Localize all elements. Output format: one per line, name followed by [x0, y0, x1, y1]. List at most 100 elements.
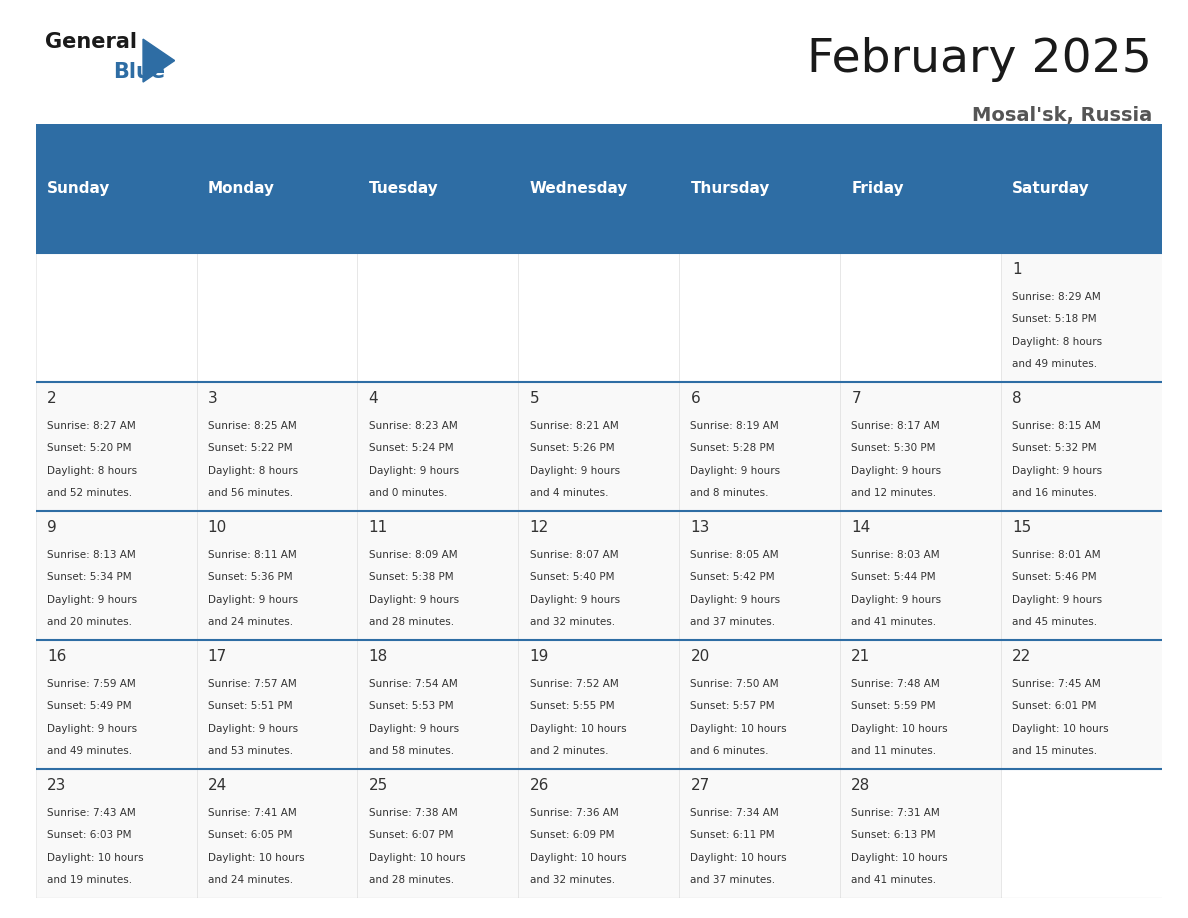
Text: 3: 3	[208, 391, 217, 406]
Text: Sunset: 5:20 PM: Sunset: 5:20 PM	[46, 443, 132, 453]
FancyBboxPatch shape	[840, 252, 1001, 382]
FancyBboxPatch shape	[518, 252, 680, 382]
Text: Sunrise: 8:25 AM: Sunrise: 8:25 AM	[208, 420, 297, 431]
FancyBboxPatch shape	[196, 252, 358, 382]
FancyBboxPatch shape	[36, 124, 196, 252]
Text: Sunrise: 8:01 AM: Sunrise: 8:01 AM	[1012, 550, 1101, 560]
Text: General: General	[45, 32, 137, 52]
Text: Sunrise: 7:59 AM: Sunrise: 7:59 AM	[46, 678, 135, 688]
Text: Daylight: 10 hours: Daylight: 10 hours	[852, 723, 948, 733]
Text: Monday: Monday	[208, 181, 274, 196]
FancyBboxPatch shape	[518, 640, 680, 769]
Text: Sunrise: 7:43 AM: Sunrise: 7:43 AM	[46, 808, 135, 818]
FancyBboxPatch shape	[36, 252, 196, 382]
FancyBboxPatch shape	[358, 510, 518, 640]
Text: Sunrise: 7:50 AM: Sunrise: 7:50 AM	[690, 678, 779, 688]
Text: 17: 17	[208, 649, 227, 664]
Text: Daylight: 9 hours: Daylight: 9 hours	[690, 595, 781, 605]
Text: Sunset: 5:40 PM: Sunset: 5:40 PM	[530, 572, 614, 582]
FancyBboxPatch shape	[358, 382, 518, 510]
Text: Sunset: 5:24 PM: Sunset: 5:24 PM	[368, 443, 454, 453]
Text: Friday: Friday	[852, 181, 904, 196]
Text: 10: 10	[208, 520, 227, 535]
Text: Daylight: 9 hours: Daylight: 9 hours	[852, 595, 941, 605]
Text: Daylight: 9 hours: Daylight: 9 hours	[368, 595, 459, 605]
Text: and 49 minutes.: and 49 minutes.	[1012, 359, 1098, 369]
FancyBboxPatch shape	[196, 640, 358, 769]
Text: Daylight: 9 hours: Daylight: 9 hours	[1012, 465, 1102, 476]
Text: Sunset: 5:36 PM: Sunset: 5:36 PM	[208, 572, 292, 582]
FancyBboxPatch shape	[196, 510, 358, 640]
Text: Sunset: 6:13 PM: Sunset: 6:13 PM	[852, 830, 936, 840]
Text: Sunrise: 8:09 AM: Sunrise: 8:09 AM	[368, 550, 457, 560]
Text: Sunrise: 7:45 AM: Sunrise: 7:45 AM	[1012, 678, 1101, 688]
Text: and 41 minutes.: and 41 minutes.	[852, 617, 936, 627]
Text: and 58 minutes.: and 58 minutes.	[368, 746, 454, 756]
Text: 9: 9	[46, 520, 57, 535]
Text: Sunday: Sunday	[46, 181, 110, 196]
FancyBboxPatch shape	[680, 124, 840, 252]
Text: Sunrise: 8:27 AM: Sunrise: 8:27 AM	[46, 420, 135, 431]
Text: Sunset: 5:51 PM: Sunset: 5:51 PM	[208, 701, 292, 711]
Text: Sunset: 6:01 PM: Sunset: 6:01 PM	[1012, 701, 1097, 711]
Text: Sunrise: 8:19 AM: Sunrise: 8:19 AM	[690, 420, 779, 431]
Text: Sunset: 5:55 PM: Sunset: 5:55 PM	[530, 701, 614, 711]
Text: Sunrise: 8:13 AM: Sunrise: 8:13 AM	[46, 550, 135, 560]
Text: and 8 minutes.: and 8 minutes.	[690, 488, 769, 498]
Text: 13: 13	[690, 520, 710, 535]
Text: 12: 12	[530, 520, 549, 535]
Text: and 45 minutes.: and 45 minutes.	[1012, 617, 1098, 627]
Text: 28: 28	[852, 778, 871, 793]
FancyBboxPatch shape	[36, 382, 196, 510]
Text: Sunrise: 8:15 AM: Sunrise: 8:15 AM	[1012, 420, 1101, 431]
FancyBboxPatch shape	[196, 382, 358, 510]
FancyBboxPatch shape	[358, 252, 518, 382]
Text: 22: 22	[1012, 649, 1031, 664]
Text: and 12 minutes.: and 12 minutes.	[852, 488, 936, 498]
FancyBboxPatch shape	[196, 124, 358, 252]
Text: Daylight: 10 hours: Daylight: 10 hours	[530, 723, 626, 733]
FancyBboxPatch shape	[840, 124, 1001, 252]
Text: Sunrise: 7:34 AM: Sunrise: 7:34 AM	[690, 808, 779, 818]
Text: 7: 7	[852, 391, 861, 406]
Text: Wednesday: Wednesday	[530, 181, 628, 196]
FancyBboxPatch shape	[1001, 252, 1162, 382]
Text: 14: 14	[852, 520, 871, 535]
FancyBboxPatch shape	[518, 510, 680, 640]
Text: Sunset: 5:28 PM: Sunset: 5:28 PM	[690, 443, 775, 453]
FancyBboxPatch shape	[1001, 510, 1162, 640]
Text: and 53 minutes.: and 53 minutes.	[208, 746, 293, 756]
FancyBboxPatch shape	[680, 252, 840, 382]
Text: Thursday: Thursday	[690, 181, 770, 196]
Text: Sunset: 5:32 PM: Sunset: 5:32 PM	[1012, 443, 1097, 453]
Text: Daylight: 8 hours: Daylight: 8 hours	[1012, 337, 1102, 347]
Text: Daylight: 9 hours: Daylight: 9 hours	[852, 465, 941, 476]
Text: Daylight: 9 hours: Daylight: 9 hours	[46, 723, 137, 733]
Text: Daylight: 9 hours: Daylight: 9 hours	[368, 465, 459, 476]
Text: and 15 minutes.: and 15 minutes.	[1012, 746, 1098, 756]
Text: 20: 20	[690, 649, 709, 664]
FancyBboxPatch shape	[358, 640, 518, 769]
Text: and 0 minutes.: and 0 minutes.	[368, 488, 447, 498]
Text: Sunrise: 8:17 AM: Sunrise: 8:17 AM	[852, 420, 940, 431]
Text: 11: 11	[368, 520, 388, 535]
Text: Daylight: 9 hours: Daylight: 9 hours	[208, 723, 298, 733]
Text: Daylight: 10 hours: Daylight: 10 hours	[208, 853, 304, 863]
FancyBboxPatch shape	[1001, 124, 1162, 252]
Text: Sunset: 6:07 PM: Sunset: 6:07 PM	[368, 830, 453, 840]
Text: and 11 minutes.: and 11 minutes.	[852, 746, 936, 756]
Text: Sunset: 5:26 PM: Sunset: 5:26 PM	[530, 443, 614, 453]
Text: Daylight: 10 hours: Daylight: 10 hours	[46, 853, 144, 863]
Text: Daylight: 9 hours: Daylight: 9 hours	[530, 465, 620, 476]
FancyBboxPatch shape	[36, 640, 196, 769]
Text: and 56 minutes.: and 56 minutes.	[208, 488, 293, 498]
Text: 4: 4	[368, 391, 378, 406]
FancyBboxPatch shape	[840, 510, 1001, 640]
Text: Sunset: 5:30 PM: Sunset: 5:30 PM	[852, 443, 936, 453]
Text: and 49 minutes.: and 49 minutes.	[46, 746, 132, 756]
Text: and 32 minutes.: and 32 minutes.	[530, 875, 614, 885]
Text: and 28 minutes.: and 28 minutes.	[368, 875, 454, 885]
Text: 8: 8	[1012, 391, 1022, 406]
FancyBboxPatch shape	[358, 124, 518, 252]
FancyBboxPatch shape	[1001, 640, 1162, 769]
